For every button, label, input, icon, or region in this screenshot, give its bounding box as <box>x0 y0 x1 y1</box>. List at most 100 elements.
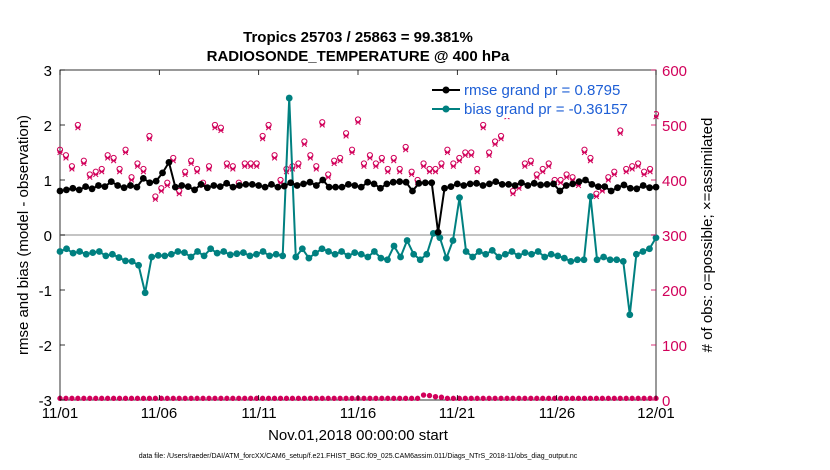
bias-marker <box>423 250 431 258</box>
obs-low-marker <box>87 395 93 402</box>
obs-assimilated-marker <box>557 179 564 186</box>
obs-low-marker <box>134 395 141 402</box>
obs-low-marker <box>248 395 254 402</box>
obs-low-marker <box>349 395 355 402</box>
obs-low-marker <box>236 395 242 402</box>
rmse-marker <box>614 184 621 192</box>
rmse-marker <box>300 180 307 188</box>
rmse-marker <box>319 176 327 184</box>
obs-assimilated-marker <box>242 163 248 170</box>
obs-low-marker <box>75 395 81 402</box>
obs-low-marker <box>194 395 200 402</box>
rmse-marker <box>447 183 455 191</box>
bias-marker <box>312 249 319 257</box>
bias-marker <box>95 248 103 255</box>
obs-low-marker <box>283 395 290 402</box>
obs-low-marker <box>212 395 218 402</box>
obs-assimilated-marker <box>116 168 123 175</box>
rmse-marker <box>344 181 352 188</box>
obs-low-marker <box>277 395 284 402</box>
obs-low-marker <box>122 395 129 402</box>
rmse-marker <box>287 179 295 187</box>
obs-low-marker <box>534 395 540 402</box>
x-tick-label: 11/16 <box>340 405 376 422</box>
obs-low-marker <box>444 395 451 402</box>
obs-low-marker <box>581 395 588 402</box>
obs-low-marker <box>218 395 224 402</box>
rmse-marker <box>543 181 551 188</box>
obs-low-marker <box>402 395 409 402</box>
obs-low-marker <box>575 395 582 402</box>
obs-assimilated-marker <box>87 174 93 181</box>
bias-marker <box>239 249 247 256</box>
bias-marker <box>292 253 300 261</box>
rmse-marker <box>498 181 506 188</box>
obs-assimilated-marker <box>224 163 230 170</box>
bias-marker <box>279 252 287 260</box>
rmse-marker <box>415 179 423 187</box>
obs-assimilated-marker <box>462 152 469 159</box>
bias-marker <box>318 245 326 253</box>
rmse-marker <box>556 187 564 195</box>
obs-assimilated-marker <box>486 152 492 159</box>
bias-marker <box>82 250 90 258</box>
left-axis: 3 2 1 0 -1 -2 -3 <box>39 63 52 410</box>
obs-assimilated-marker <box>373 163 379 170</box>
obs-assimilated-marker <box>474 168 480 175</box>
obs-low-marker <box>629 395 635 402</box>
rmse-marker <box>248 181 256 188</box>
obs-low-marker <box>295 395 302 402</box>
bias-marker <box>397 253 404 261</box>
rmse-marker <box>191 186 198 194</box>
rmse-marker <box>280 182 288 190</box>
obs-low-marker <box>516 395 522 402</box>
obs-assimilated-marker <box>75 124 81 131</box>
bias-marker <box>606 256 614 264</box>
x-tick-label: 11/26 <box>539 405 575 422</box>
bias-marker <box>482 250 490 258</box>
rmse-marker <box>639 182 647 189</box>
rmse-marker <box>312 182 320 189</box>
obs-assimilated-marker <box>110 157 117 164</box>
obs-low-marker <box>319 395 325 402</box>
bias-marker <box>115 254 123 261</box>
legend-bias-marker <box>442 105 450 113</box>
rmse-marker <box>325 183 333 191</box>
obs-assimilated-marker <box>492 141 498 148</box>
obs-low-marker <box>623 395 629 402</box>
obs-assimilated-marker <box>134 163 141 170</box>
obs-assimilated-marker <box>93 171 99 178</box>
obs-low-marker <box>164 395 170 402</box>
obs-low-marker <box>99 395 105 402</box>
rmse-marker <box>210 182 218 189</box>
obs-low-marker <box>504 395 510 402</box>
obs-low-marker <box>337 395 343 402</box>
obs-assimilated-marker <box>259 135 266 142</box>
bias-marker <box>135 261 142 269</box>
obs-assimilated-marker <box>396 168 403 175</box>
obs-assimilated-marker <box>498 135 504 142</box>
rmse-marker <box>268 181 275 188</box>
obs-assimilated-marker <box>587 157 594 164</box>
obs-assimilated-marker <box>140 168 147 175</box>
x-tick-label: 11/06 <box>141 405 177 422</box>
rmse-marker <box>338 183 346 191</box>
bias-marker <box>443 254 450 262</box>
bias-marker <box>194 248 201 255</box>
bias-marker <box>364 253 372 261</box>
obs-assimilated-marker <box>319 122 325 128</box>
rmse-marker <box>485 180 493 188</box>
rmse-marker <box>505 181 513 188</box>
rmse-marker <box>261 183 269 191</box>
bias-marker <box>626 311 634 319</box>
obs-low-marker <box>468 395 474 402</box>
rmse-marker <box>409 187 416 195</box>
bias-marker <box>253 250 260 258</box>
obs-assimilated-marker <box>540 168 546 175</box>
rmse-marker <box>95 182 102 189</box>
bias-marker <box>285 94 293 102</box>
bias-marker <box>593 256 601 264</box>
bias-marker <box>462 248 470 255</box>
rmse-marker <box>82 183 90 191</box>
